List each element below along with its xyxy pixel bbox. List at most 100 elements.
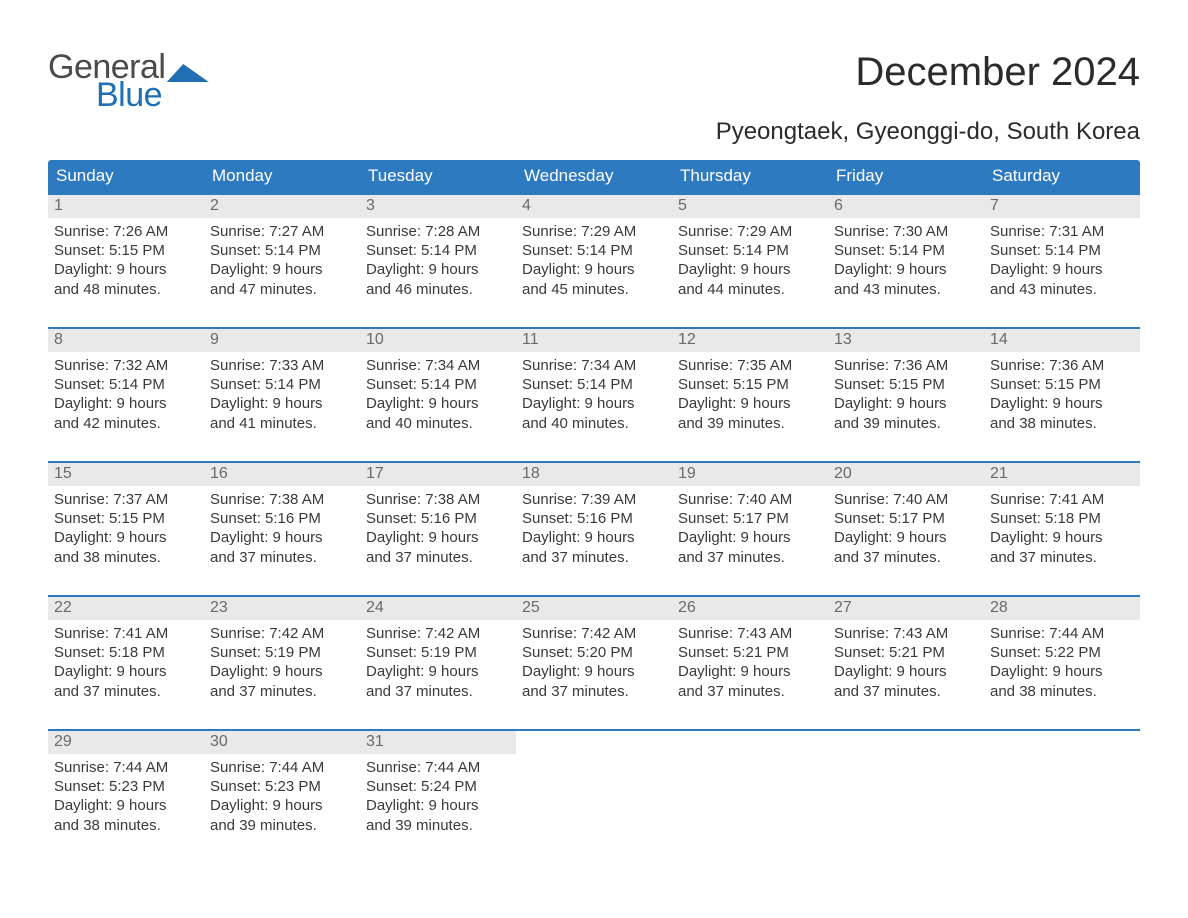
- sunset-text: Sunset: 5:16 PM: [522, 509, 666, 528]
- day-number: 6: [828, 195, 984, 218]
- day-number: 27: [828, 597, 984, 620]
- weekday-header: Thursday: [672, 160, 828, 193]
- daylight-text-line1: Daylight: 9 hours: [210, 260, 354, 279]
- daylight-text-line2: and 43 minutes.: [834, 280, 978, 299]
- weekday-header: Monday: [204, 160, 360, 193]
- daylight-text-line2: and 37 minutes.: [990, 548, 1134, 567]
- sunrise-text: Sunrise: 7:27 AM: [210, 222, 354, 241]
- calendar-day: 15Sunrise: 7:37 AMSunset: 5:15 PMDayligh…: [48, 463, 204, 581]
- day-details: Sunrise: 7:44 AMSunset: 5:23 PMDaylight:…: [48, 754, 204, 837]
- calendar: Sunday Monday Tuesday Wednesday Thursday…: [48, 160, 1140, 849]
- day-number: 2: [204, 195, 360, 218]
- sunset-text: Sunset: 5:15 PM: [54, 509, 198, 528]
- page-title: December 2024: [855, 50, 1140, 95]
- weekday-header: Friday: [828, 160, 984, 193]
- brand-logo: General Blue: [48, 50, 210, 112]
- daylight-text-line2: and 39 minutes.: [834, 414, 978, 433]
- sunrise-text: Sunrise: 7:32 AM: [54, 356, 198, 375]
- calendar-day: 18Sunrise: 7:39 AMSunset: 5:16 PMDayligh…: [516, 463, 672, 581]
- sunset-text: Sunset: 5:18 PM: [990, 509, 1134, 528]
- calendar-day: 8Sunrise: 7:32 AMSunset: 5:14 PMDaylight…: [48, 329, 204, 447]
- weekday-header: Tuesday: [360, 160, 516, 193]
- day-number: 4: [516, 195, 672, 218]
- day-details: Sunrise: 7:34 AMSunset: 5:14 PMDaylight:…: [516, 352, 672, 435]
- calendar-day: 20Sunrise: 7:40 AMSunset: 5:17 PMDayligh…: [828, 463, 984, 581]
- daylight-text-line1: Daylight: 9 hours: [678, 528, 822, 547]
- daylight-text-line1: Daylight: 9 hours: [990, 260, 1134, 279]
- sunrise-text: Sunrise: 7:41 AM: [990, 490, 1134, 509]
- daylight-text-line2: and 37 minutes.: [834, 682, 978, 701]
- calendar-day: 24Sunrise: 7:42 AMSunset: 5:19 PMDayligh…: [360, 597, 516, 715]
- daylight-text-line2: and 43 minutes.: [990, 280, 1134, 299]
- sunset-text: Sunset: 5:14 PM: [834, 241, 978, 260]
- day-details: Sunrise: 7:29 AMSunset: 5:14 PMDaylight:…: [672, 218, 828, 301]
- calendar-day: 4Sunrise: 7:29 AMSunset: 5:14 PMDaylight…: [516, 195, 672, 313]
- day-number: 18: [516, 463, 672, 486]
- calendar-day: 6 Sunrise: 7:30 AMSunset: 5:14 PMDaylight…: [828, 195, 984, 313]
- sunset-text: Sunset: 5:14 PM: [678, 241, 822, 260]
- calendar-day: 12Sunrise: 7:35 AMSunset: 5:15 PMDayligh…: [672, 329, 828, 447]
- sunset-text: Sunset: 5:19 PM: [366, 643, 510, 662]
- day-number: 12: [672, 329, 828, 352]
- daylight-text-line2: and 37 minutes.: [522, 682, 666, 701]
- daylight-text-line1: Daylight: 9 hours: [366, 260, 510, 279]
- daylight-text-line1: Daylight: 9 hours: [990, 528, 1134, 547]
- day-details: Sunrise: 7:44 AMSunset: 5:24 PMDaylight:…: [360, 754, 516, 837]
- daylight-text-line1: Daylight: 9 hours: [210, 528, 354, 547]
- day-details: [516, 754, 672, 760]
- day-details: Sunrise: 7:41 AMSunset: 5:18 PMDaylight:…: [48, 620, 204, 703]
- sunrise-text: Sunrise: 7:36 AM: [990, 356, 1134, 375]
- day-details: Sunrise: 7:39 AMSunset: 5:16 PMDaylight:…: [516, 486, 672, 569]
- sunrise-text: Sunrise: 7:34 AM: [522, 356, 666, 375]
- daylight-text-line2: and 38 minutes.: [54, 816, 198, 835]
- sunset-text: Sunset: 5:20 PM: [522, 643, 666, 662]
- daylight-text-line1: Daylight: 9 hours: [990, 662, 1134, 681]
- calendar-week: 15Sunrise: 7:37 AMSunset: 5:15 PMDayligh…: [48, 461, 1140, 581]
- sunrise-text: Sunrise: 7:41 AM: [54, 624, 198, 643]
- day-number: 30: [204, 731, 360, 754]
- sunset-text: Sunset: 5:15 PM: [54, 241, 198, 260]
- day-number: 26: [672, 597, 828, 620]
- daylight-text-line1: Daylight: 9 hours: [366, 528, 510, 547]
- calendar-day: 9Sunrise: 7:33 AMSunset: 5:14 PMDaylight…: [204, 329, 360, 447]
- sunset-text: Sunset: 5:14 PM: [210, 241, 354, 260]
- sunset-text: Sunset: 5:15 PM: [990, 375, 1134, 394]
- sunrise-text: Sunrise: 7:38 AM: [366, 490, 510, 509]
- sunset-text: Sunset: 5:23 PM: [210, 777, 354, 796]
- sunrise-text: Sunrise: 7:42 AM: [366, 624, 510, 643]
- sunrise-text: Sunrise: 7:44 AM: [990, 624, 1134, 643]
- daylight-text-line1: Daylight: 9 hours: [834, 260, 978, 279]
- day-details: Sunrise: 7:29 AMSunset: 5:14 PMDaylight:…: [516, 218, 672, 301]
- calendar-day: 7Sunrise: 7:31 AMSunset: 5:14 PMDaylight…: [984, 195, 1140, 313]
- calendar-day: 16Sunrise: 7:38 AMSunset: 5:16 PMDayligh…: [204, 463, 360, 581]
- calendar-day: 19Sunrise: 7:40 AMSunset: 5:17 PMDayligh…: [672, 463, 828, 581]
- daylight-text-line2: and 39 minutes.: [210, 816, 354, 835]
- sunset-text: Sunset: 5:14 PM: [366, 241, 510, 260]
- daylight-text-line1: Daylight: 9 hours: [834, 528, 978, 547]
- day-details: Sunrise: 7:27 AMSunset: 5:14 PMDaylight:…: [204, 218, 360, 301]
- day-number: 22: [48, 597, 204, 620]
- day-number: 10: [360, 329, 516, 352]
- calendar-day: 14Sunrise: 7:36 AMSunset: 5:15 PMDayligh…: [984, 329, 1140, 447]
- daylight-text-line1: Daylight: 9 hours: [522, 662, 666, 681]
- sunset-text: Sunset: 5:24 PM: [366, 777, 510, 796]
- daylight-text-line2: and 37 minutes.: [366, 548, 510, 567]
- calendar-day: 3Sunrise: 7:28 AMSunset: 5:14 PMDaylight…: [360, 195, 516, 313]
- day-details: [984, 754, 1140, 760]
- sunrise-text: Sunrise: 7:30 AM: [834, 222, 978, 241]
- day-number: 23: [204, 597, 360, 620]
- daylight-text-line1: Daylight: 9 hours: [54, 662, 198, 681]
- day-number: 20: [828, 463, 984, 486]
- calendar-week: 1Sunrise: 7:26 AMSunset: 5:15 PMDaylight…: [48, 193, 1140, 313]
- daylight-text-line2: and 38 minutes.: [54, 548, 198, 567]
- daylight-text-line1: Daylight: 9 hours: [990, 394, 1134, 413]
- daylight-text-line1: Daylight: 9 hours: [522, 528, 666, 547]
- sunrise-text: Sunrise: 7:42 AM: [210, 624, 354, 643]
- calendar-day: 2Sunrise: 7:27 AMSunset: 5:14 PMDaylight…: [204, 195, 360, 313]
- daylight-text-line1: Daylight: 9 hours: [678, 662, 822, 681]
- daylight-text-line2: and 47 minutes.: [210, 280, 354, 299]
- daylight-text-line2: and 37 minutes.: [210, 682, 354, 701]
- sunrise-text: Sunrise: 7:33 AM: [210, 356, 354, 375]
- sunset-text: Sunset: 5:14 PM: [522, 241, 666, 260]
- day-number: 24: [360, 597, 516, 620]
